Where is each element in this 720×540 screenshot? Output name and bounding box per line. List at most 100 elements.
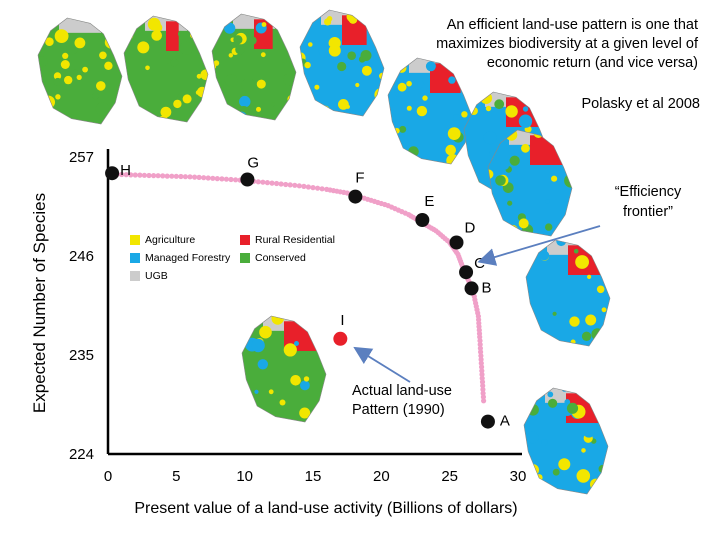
- frontier-point: [228, 176, 234, 183]
- legend-swatch: [240, 235, 250, 245]
- point-label: I: [340, 312, 344, 329]
- frontier-point: [287, 182, 293, 188]
- x-tick-label: 0: [104, 468, 112, 485]
- landuse-map: [241, 315, 327, 423]
- y-tick-label: 246: [69, 248, 94, 265]
- legend-item-agriculture: Agriculture: [130, 234, 195, 246]
- frontier-point: [479, 379, 486, 385]
- axes: 0 5 10 15 20 25 30 224 235 246 257: [69, 149, 526, 485]
- point-label: E: [424, 193, 434, 210]
- frontier-point: [119, 171, 125, 178]
- frontier-point: [478, 360, 484, 366]
- x-tick-label: 25: [441, 468, 458, 485]
- frontier-point: [123, 172, 129, 178]
- frontier-point: [296, 183, 302, 189]
- frontier-point: [210, 175, 216, 181]
- point-label: D: [465, 220, 476, 237]
- frontier-point: [260, 179, 266, 185]
- legend: Agriculture Rural Residential Managed Fo…: [130, 234, 352, 288]
- frontier-point: [301, 183, 307, 189]
- legend-item-managed-forestry: Managed Forestry: [130, 252, 230, 264]
- frontier-point: [178, 173, 184, 180]
- frontier-point: [479, 368, 485, 374]
- point-label: G: [247, 155, 259, 172]
- point-D: [449, 235, 464, 250]
- point-label: B: [482, 279, 492, 296]
- legend-swatch: [130, 235, 140, 245]
- legend-item-rural-residential: Rural Residential: [240, 234, 335, 246]
- frontier-point: [164, 173, 170, 179]
- frontier-point: [479, 375, 485, 381]
- frontier-point: [146, 172, 152, 179]
- legend-label: Conserved: [255, 252, 306, 264]
- frontier-point: [478, 353, 484, 359]
- landuse-map: [387, 57, 473, 165]
- frontier-point: [479, 371, 485, 378]
- frontier-label: “Efficiency frontier”: [614, 184, 682, 220]
- y-tick-label: 257: [69, 149, 94, 166]
- frontier-point: [477, 334, 483, 340]
- frontier-point: [292, 182, 298, 188]
- point-label: H: [120, 162, 131, 179]
- frontier-point: [132, 172, 138, 178]
- frontier-point: [214, 176, 220, 182]
- legend-label: Agriculture: [145, 234, 196, 246]
- frontier-point: [480, 386, 486, 393]
- legend-item-ugb: UGB: [130, 270, 168, 282]
- frontier-point: [269, 180, 275, 186]
- frontier-point: [477, 341, 483, 348]
- point-I: [333, 331, 348, 346]
- x-tick-label: 30: [510, 468, 527, 485]
- frontier-point: [233, 177, 239, 183]
- frontier-point: [155, 173, 161, 179]
- frontier-point: [477, 338, 483, 344]
- landuse-map: [525, 239, 611, 347]
- frontier-point: [169, 173, 175, 179]
- point-H: [105, 166, 120, 181]
- frontier-point: [182, 174, 188, 180]
- frontier-point: [480, 383, 486, 389]
- x-tick-label: 20: [373, 468, 390, 485]
- frontier-point: [315, 185, 321, 191]
- frontier-point: [264, 180, 270, 186]
- legend-label: Rural Residential: [255, 234, 335, 246]
- annotation-arrows: [353, 225, 601, 383]
- frontier-point: [141, 172, 147, 178]
- frontier-point: [201, 175, 207, 181]
- frontier-point: [278, 181, 284, 187]
- legend-swatch: [130, 253, 140, 263]
- landuse-map: [123, 15, 209, 123]
- frontier-point: [173, 173, 179, 179]
- x-tick-label: 10: [236, 468, 253, 485]
- legend-item-conserved: Conserved: [240, 252, 306, 264]
- frontier-point: [478, 356, 484, 363]
- frontier-point: [223, 176, 229, 182]
- frontier-point: [478, 349, 484, 355]
- y-tick-label: 224: [69, 446, 94, 463]
- frontier-point: [137, 172, 143, 178]
- frontier-point: [480, 394, 486, 400]
- actual-arrow: [353, 346, 411, 383]
- point-A: [480, 414, 495, 429]
- point-label: A: [500, 413, 510, 430]
- y-tick-label: 235: [69, 347, 94, 364]
- frontier-point: [274, 180, 280, 187]
- caption-text: An efficient land-use pattern is one tha…: [436, 17, 698, 71]
- actual-landuse-label: Actual land-use Pattern (1990): [352, 383, 452, 418]
- frontier-point: [477, 345, 483, 351]
- point-E: [415, 213, 430, 227]
- point-B: [464, 281, 479, 296]
- point-label: C: [474, 255, 485, 272]
- x-axis-label: Present value of a land-use activity (Bi…: [134, 500, 518, 517]
- frontier-arrow: [477, 225, 601, 266]
- frontier-point: [192, 174, 198, 180]
- legend-swatch: [130, 271, 140, 281]
- legend-label: Managed Forestry: [145, 252, 231, 264]
- x-tick-label: 5: [172, 468, 180, 485]
- frontier-point: [480, 390, 486, 396]
- legend-label: UGB: [145, 270, 168, 282]
- frontier-point: [187, 174, 193, 180]
- frontier-point: [128, 172, 134, 178]
- frontier-point: [283, 181, 289, 188]
